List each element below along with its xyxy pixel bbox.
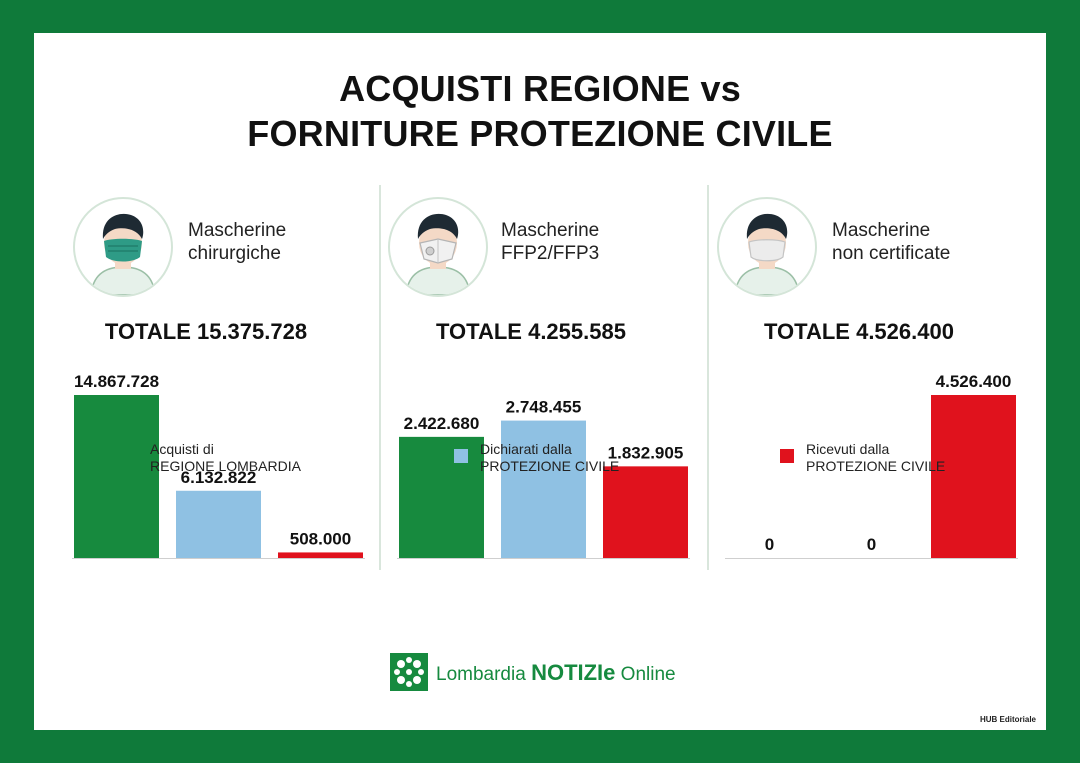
mask-type-label: Mascherine chirurgiche	[188, 220, 287, 264]
title-line-1: ACQUISTI REGIONE vs	[339, 68, 741, 109]
panel-chirurgiche: Mascherine chirurgiche TOTALE 15.375.728…	[46, 185, 366, 635]
legend-item-ricevuti: Ricevuti dalla PROTEZIONE CIVILE	[780, 441, 1020, 481]
legend-swatch	[780, 449, 794, 463]
bar-chart-non-certificate: 0 0 4.526.400	[725, 372, 1018, 559]
legend-item-regione: Acquisti di REGIONE LOMBARDIA	[124, 441, 364, 481]
bar-chart-ffp2-ffp3: 2.422.680 2.748.455 1.832.905	[397, 398, 690, 559]
logo-text: Lombardia NOTIZIe Online	[436, 660, 676, 685]
bar-value-label: 0	[867, 535, 876, 554]
bar-regione	[74, 395, 159, 558]
lombardia-rosa-camuna-icon	[390, 653, 428, 691]
panel-non-certificate: Mascherine non certificate TOTALE 4.526.…	[699, 185, 1019, 635]
legend-swatch	[454, 449, 468, 463]
title-line-2: FORNITURE PROTEZIONE CIVILE	[247, 113, 833, 154]
legend-text: Acquisti di REGIONE LOMBARDIA	[150, 441, 301, 474]
totale-label: TOTALE 4.526.400	[764, 319, 954, 344]
mask-type-label: Mascherine FFP2/FFP3	[501, 220, 600, 264]
bar-ricevuti	[278, 552, 363, 558]
bar-value-label: 0	[765, 535, 774, 554]
lombardia-notizie-logo: Lombardia NOTIZIe Online	[390, 653, 700, 695]
totale-label: TOTALE 4.255.585	[436, 319, 626, 344]
credit-label: HUB Editoriale	[979, 715, 1036, 724]
bar-value-label: 508.000	[290, 529, 351, 548]
bar-ricevuti	[603, 466, 688, 558]
panel-divider	[707, 185, 709, 570]
totale-label: TOTALE 15.375.728	[104, 319, 308, 344]
surgical-mask-person-icon	[73, 197, 173, 297]
bar-dichiarati	[501, 420, 586, 558]
bar-value-label: 4.526.400	[936, 372, 1012, 391]
legend-swatch	[124, 449, 138, 463]
panel-divider	[379, 185, 381, 570]
bar-ricevuti	[931, 395, 1016, 558]
mask-type-label: Mascherine non certificate	[832, 220, 951, 264]
bar-chart-chirurgiche: 14.867.728 6.132.822 508.000	[72, 372, 365, 559]
bar-value-label: 6.132.822	[181, 468, 257, 487]
bar-value-label: 2.748.455	[506, 398, 582, 417]
bar-dichiarati	[176, 490, 261, 558]
uncertified-mask-person-icon	[717, 197, 817, 297]
legend-text: Dichiarati dalla PROTEZIONE CIVILE	[480, 441, 620, 474]
panel-ffp2-ffp3: Mascherine FFP2/FFP3 TOTALE 4.255.585 2.…	[371, 185, 691, 635]
legend-item-dichiarati: Dichiarati dalla PROTEZIONE CIVILE	[454, 441, 694, 481]
bar-value-label: 2.422.680	[404, 414, 480, 433]
bar-value-label: 1.832.905	[608, 443, 684, 462]
bar-value-label: 14.867.728	[74, 372, 159, 391]
legend-text: Ricevuti dalla PROTEZIONE CIVILE	[806, 441, 946, 474]
ffp2-mask-person-icon	[388, 197, 488, 297]
bar-regione	[399, 436, 484, 558]
infographic-card: ACQUISTI REGIONE vs FORNITURE PROTEZIONE…	[34, 33, 1046, 730]
